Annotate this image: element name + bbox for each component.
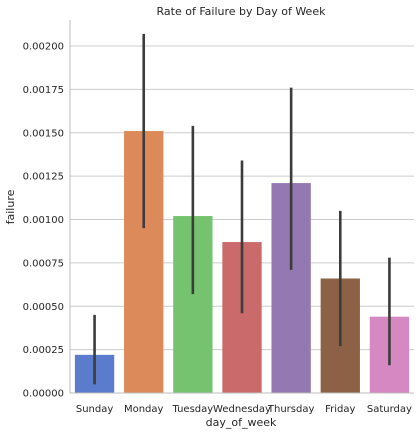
x-axis-label: day_of_week [206, 416, 277, 429]
y-tick-label: 0.00125 [23, 172, 64, 183]
bars [74, 131, 410, 393]
x-tick-label: Saturday [367, 404, 412, 415]
y-tick-label: 0.00000 [23, 389, 64, 400]
y-tick-label: 0.00025 [23, 345, 64, 356]
y-tick-label: 0.00150 [23, 128, 64, 139]
y-axis-label: failure [4, 189, 17, 224]
x-tick-label: Thursday [267, 404, 315, 415]
x-tick-label: Friday [325, 404, 355, 415]
y-tick-labels: 0.00000 0.00025 0.00050 0.00075 0.00100 0.001… [23, 42, 64, 400]
y-tick-label: 0.00075 [23, 258, 64, 269]
x-tick-label: Sunday [76, 404, 113, 415]
y-tick-label: 0.00050 [23, 302, 64, 313]
chart-title: Rate of Failure by Day of Week [157, 5, 327, 18]
y-tick-label: 0.00200 [23, 42, 64, 53]
y-tick-label: 0.00100 [23, 215, 64, 226]
x-tick-label: Monday [124, 404, 164, 415]
error-bars [93, 33, 391, 385]
x-tick-label: Tuesday [172, 404, 214, 415]
y-tick-label: 0.00175 [23, 85, 64, 96]
x-tick-label: Wednesday [213, 404, 271, 415]
